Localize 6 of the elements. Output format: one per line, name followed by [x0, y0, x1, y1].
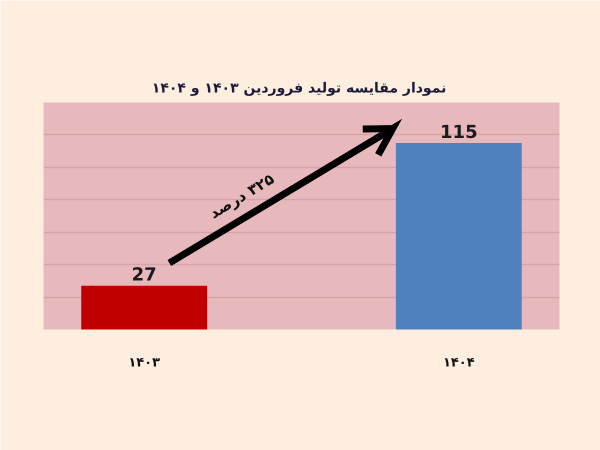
data-label: 27	[132, 264, 157, 286]
annotation: ۳۲۵ درصد	[206, 170, 278, 222]
x-tick-label: ۱۴۰۳	[128, 356, 160, 370]
chart-title: نمودار مقایسه تولید فروردین ۱۴۰۳ و ۱۴۰۴	[152, 80, 446, 96]
data-label: 115	[440, 122, 478, 144]
x-tick-label: ۱۴۰۴	[442, 356, 475, 370]
